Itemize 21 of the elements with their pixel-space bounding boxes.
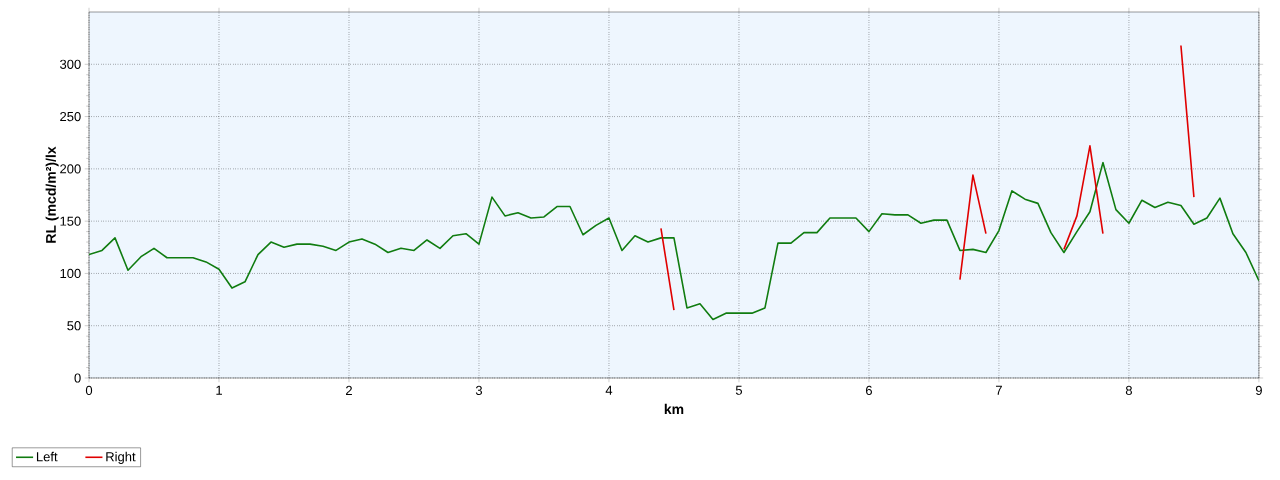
y-tick-label: 300 bbox=[60, 59, 81, 69]
x-tick-label: 6 bbox=[865, 385, 872, 396]
legend-label: Right bbox=[106, 451, 136, 464]
x-tick-label: 8 bbox=[1125, 385, 1132, 396]
y-tick-label: 100 bbox=[60, 268, 81, 279]
x-tick-label: 1 bbox=[216, 385, 222, 395]
x-axis-title: km bbox=[664, 403, 684, 415]
x-tick-label: 5 bbox=[735, 385, 743, 395]
x-tick-label: 3 bbox=[475, 385, 483, 396]
y-tick-label: 150 bbox=[60, 216, 81, 226]
y-axis-title: RL (mcd/m²)/lx bbox=[45, 146, 59, 243]
legend-label: Left bbox=[36, 451, 58, 462]
x-tick-label: 0 bbox=[85, 385, 93, 396]
y-tick-label: 0 bbox=[74, 373, 81, 383]
y-tick-label: 50 bbox=[67, 321, 81, 331]
x-tick-label: 7 bbox=[995, 385, 1002, 395]
x-tick-label: 9 bbox=[1255, 385, 1262, 396]
x-tick-label: 4 bbox=[605, 385, 613, 395]
x-tick-label: 2 bbox=[346, 385, 352, 395]
y-tick-label: 250 bbox=[60, 111, 81, 122]
y-tick-label: 200 bbox=[60, 164, 81, 174]
